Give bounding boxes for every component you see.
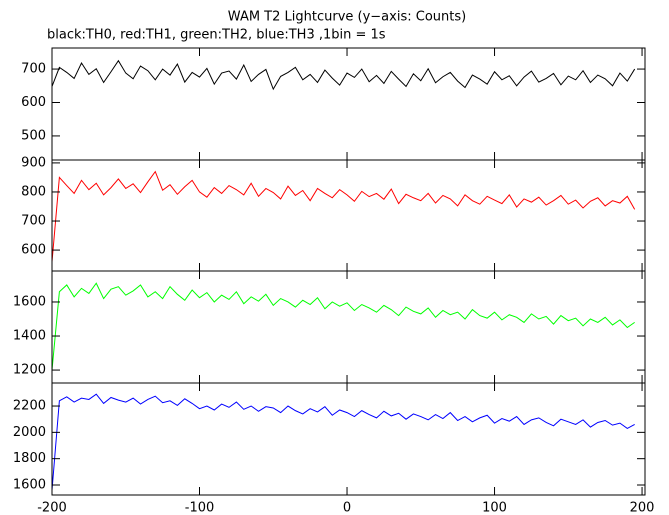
- y-tick-label: 1800: [13, 451, 46, 466]
- y-tick-label: 700: [21, 214, 46, 229]
- y-tick-label: 600: [21, 95, 46, 110]
- x-tick-label: -200: [37, 501, 67, 515]
- chart-subtitle: black:TH0, red:TH1, green:TH2, blue:TH3 …: [47, 28, 386, 43]
- panel-frame: [51, 47, 646, 161]
- y-tick-label: 700: [21, 62, 46, 77]
- y-tick-label: 1600: [13, 477, 46, 492]
- panel-frame: [51, 159, 646, 272]
- y-tick-label: 1200: [13, 363, 46, 378]
- data-line: [51, 393, 635, 491]
- data-line: [51, 170, 636, 262]
- chart-title: WAM T2 Lightcurve (y−axis: Counts): [228, 10, 466, 25]
- y-tick-label: 900: [21, 155, 46, 170]
- data-line: [51, 59, 636, 91]
- y-tick-label: 500: [21, 128, 46, 143]
- y-tick-label: 800: [21, 184, 46, 199]
- y-tick-label: 2200: [13, 399, 46, 414]
- panel-frame: [51, 270, 646, 384]
- x-tick-label: -100: [185, 501, 215, 515]
- panel-frame: [51, 382, 646, 496]
- y-tick-label: 1400: [13, 329, 46, 344]
- x-tick-label: 200: [630, 501, 655, 515]
- y-tick-label: 1600: [13, 294, 46, 309]
- y-tick-label: 600: [21, 243, 46, 258]
- data-line: [51, 282, 635, 371]
- y-tick-label: 2000: [13, 425, 46, 440]
- x-tick-label: 0: [343, 501, 351, 515]
- x-tick-label: 100: [482, 501, 507, 515]
